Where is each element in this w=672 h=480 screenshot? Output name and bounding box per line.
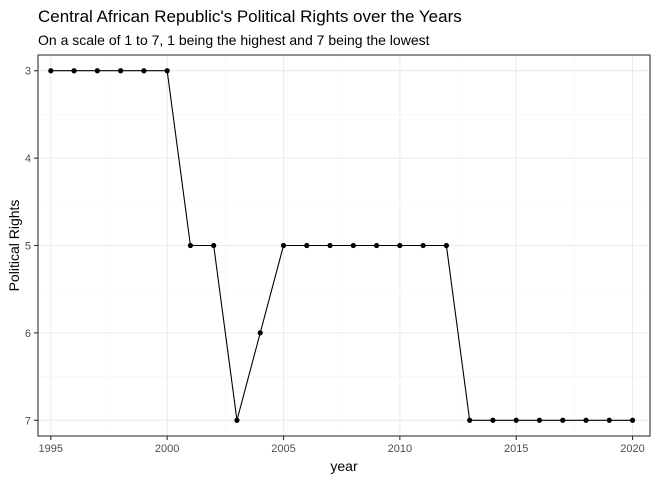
data-point [48,68,54,74]
data-point [141,68,147,74]
data-point [606,417,612,423]
data-point [443,242,449,249]
data-point [164,68,170,74]
x-tick-label: 2020 [620,443,644,455]
data-point [280,242,287,249]
data-point [304,242,310,249]
chart-title: Central African Republic's Political Rig… [38,7,462,26]
x-axis: 1995 2000 2005 2010 2015 2020 [39,436,645,455]
x-tick-label: 2010 [388,443,412,455]
data-point [118,68,124,74]
data-point [629,417,636,423]
series-line-group [50,70,633,421]
x-axis-title: year [330,458,358,474]
data-point [373,242,380,249]
data-point [327,242,333,249]
data-point [513,417,519,423]
data-point [350,242,356,249]
chart-subtitle: On a scale of 1 to 7, 1 being the highes… [38,32,430,48]
series-line [50,70,633,421]
data-point [257,330,263,336]
y-axis-title: Political Rights [6,200,22,292]
x-tick-label: 2015 [504,443,528,455]
y-tick-label: 4 [25,153,31,165]
data-point [94,68,100,74]
data-point [187,242,194,249]
data-points [48,68,636,423]
data-point [560,417,566,423]
x-tick-label: 1995 [39,443,63,455]
y-tick-label: 6 [25,328,31,340]
data-point [490,417,496,423]
x-tick-label: 2000 [155,443,179,455]
y-tick-label: 7 [25,415,31,427]
data-point [234,417,240,423]
data-point [467,417,473,423]
data-point [583,417,589,423]
data-point [397,242,403,249]
data-point [211,242,217,249]
y-tick-label: 5 [25,241,31,253]
data-point [420,242,426,249]
y-axis: 3 4 5 6 7 [25,66,38,427]
minor-grid [38,55,650,436]
data-point [536,417,543,423]
data-point [71,68,77,74]
y-tick-label: 3 [25,66,31,78]
x-tick-label: 2005 [271,443,295,455]
